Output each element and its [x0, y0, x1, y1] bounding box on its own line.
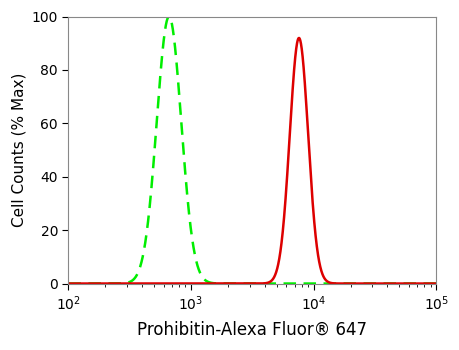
X-axis label: Prohibitin-Alexa Fluor® 647: Prohibitin-Alexa Fluor® 647: [137, 321, 367, 339]
Y-axis label: Cell Counts (% Max): Cell Counts (% Max): [11, 73, 26, 227]
